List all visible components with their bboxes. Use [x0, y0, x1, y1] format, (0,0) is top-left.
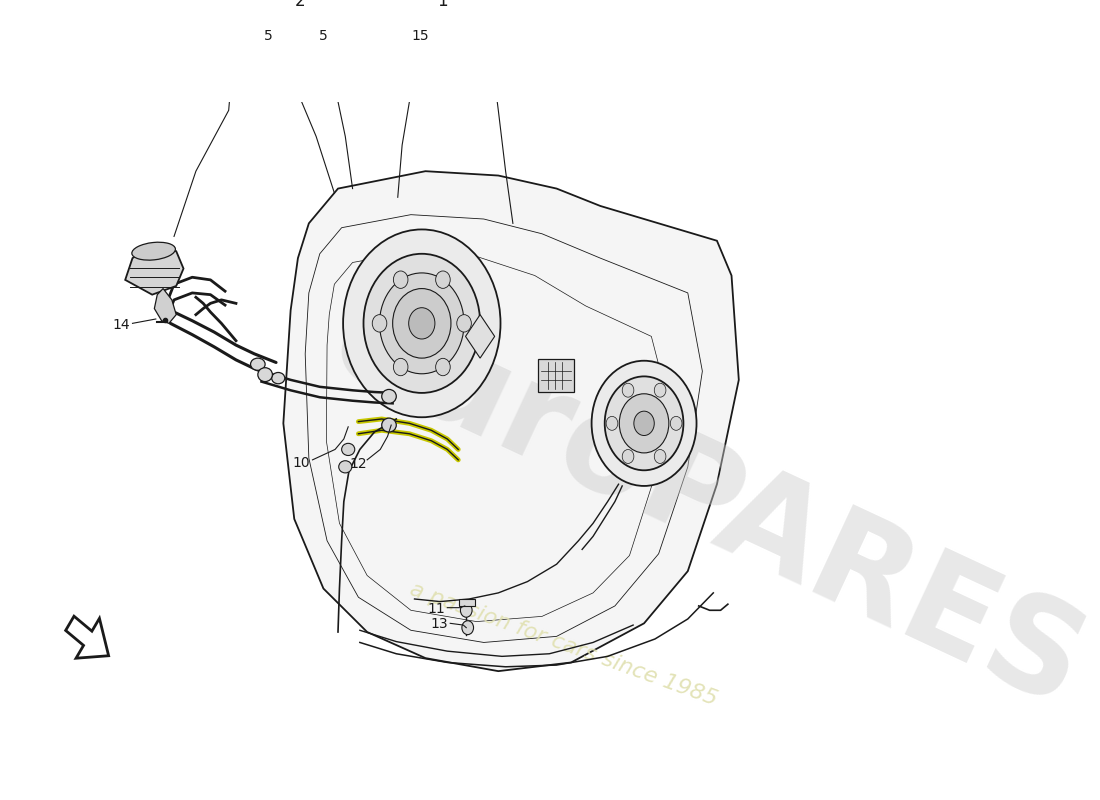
- Ellipse shape: [342, 443, 355, 455]
- Polygon shape: [459, 599, 475, 606]
- Circle shape: [654, 383, 666, 397]
- Ellipse shape: [339, 461, 352, 473]
- Circle shape: [634, 411, 654, 435]
- Circle shape: [394, 271, 408, 288]
- Circle shape: [462, 621, 473, 634]
- Text: 11: 11: [428, 602, 446, 615]
- Text: 12: 12: [350, 458, 367, 471]
- Circle shape: [619, 394, 669, 453]
- Circle shape: [670, 416, 682, 430]
- Circle shape: [623, 450, 634, 463]
- Circle shape: [409, 308, 434, 339]
- Circle shape: [394, 358, 408, 376]
- Text: 5: 5: [264, 30, 273, 43]
- FancyBboxPatch shape: [538, 359, 574, 392]
- Circle shape: [456, 314, 472, 332]
- Polygon shape: [154, 289, 176, 323]
- Ellipse shape: [272, 373, 285, 384]
- Polygon shape: [125, 245, 184, 294]
- Circle shape: [605, 376, 683, 470]
- Circle shape: [379, 273, 464, 374]
- Polygon shape: [465, 314, 495, 358]
- Ellipse shape: [257, 368, 273, 382]
- Text: 10: 10: [293, 456, 310, 470]
- Circle shape: [372, 314, 387, 332]
- Circle shape: [393, 289, 451, 358]
- Text: a passion for cars since 1985: a passion for cars since 1985: [407, 579, 720, 710]
- Circle shape: [623, 383, 634, 397]
- Text: 14: 14: [112, 318, 130, 332]
- Ellipse shape: [382, 418, 396, 432]
- Text: euroPARES: euroPARES: [314, 276, 1100, 734]
- Circle shape: [606, 416, 618, 430]
- PathPatch shape: [284, 171, 739, 671]
- Circle shape: [343, 230, 500, 418]
- Circle shape: [654, 450, 666, 463]
- Circle shape: [363, 254, 480, 393]
- Circle shape: [436, 271, 450, 288]
- Text: 15: 15: [411, 30, 429, 43]
- Text: 5: 5: [319, 30, 328, 43]
- Ellipse shape: [132, 242, 175, 260]
- Text: 2: 2: [295, 0, 306, 10]
- Ellipse shape: [251, 358, 265, 370]
- Circle shape: [592, 361, 696, 486]
- Text: 13: 13: [430, 617, 448, 631]
- Text: 1: 1: [438, 0, 448, 10]
- Ellipse shape: [382, 390, 396, 403]
- Circle shape: [436, 358, 450, 376]
- Circle shape: [461, 603, 472, 618]
